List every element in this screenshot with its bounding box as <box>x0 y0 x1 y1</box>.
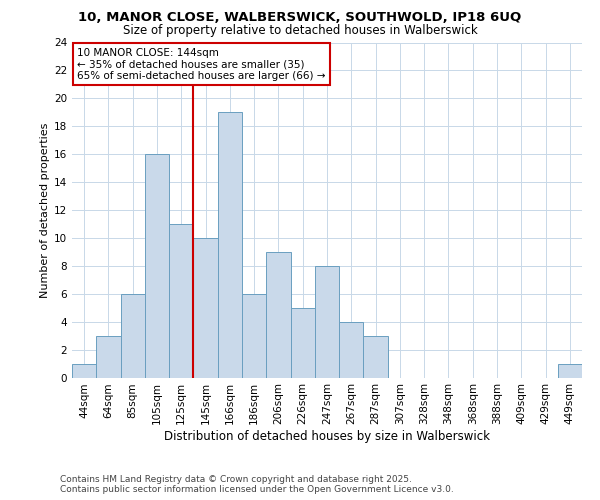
Text: 10 MANOR CLOSE: 144sqm
← 35% of detached houses are smaller (35)
65% of semi-det: 10 MANOR CLOSE: 144sqm ← 35% of detached… <box>77 48 326 80</box>
Bar <box>266 252 290 378</box>
Bar <box>339 322 364 378</box>
Y-axis label: Number of detached properties: Number of detached properties <box>40 122 50 298</box>
Bar <box>242 294 266 378</box>
Bar <box>558 364 582 378</box>
Bar <box>121 294 145 378</box>
Bar <box>315 266 339 378</box>
X-axis label: Distribution of detached houses by size in Walberswick: Distribution of detached houses by size … <box>164 430 490 443</box>
Bar <box>218 112 242 378</box>
Bar <box>169 224 193 378</box>
Bar <box>193 238 218 378</box>
Bar <box>72 364 96 378</box>
Bar <box>145 154 169 378</box>
Text: 10, MANOR CLOSE, WALBERSWICK, SOUTHWOLD, IP18 6UQ: 10, MANOR CLOSE, WALBERSWICK, SOUTHWOLD,… <box>79 11 521 24</box>
Bar <box>96 336 121 378</box>
Bar <box>290 308 315 378</box>
Bar <box>364 336 388 378</box>
Text: Contains HM Land Registry data © Crown copyright and database right 2025.
Contai: Contains HM Land Registry data © Crown c… <box>60 474 454 494</box>
Text: Size of property relative to detached houses in Walberswick: Size of property relative to detached ho… <box>122 24 478 37</box>
